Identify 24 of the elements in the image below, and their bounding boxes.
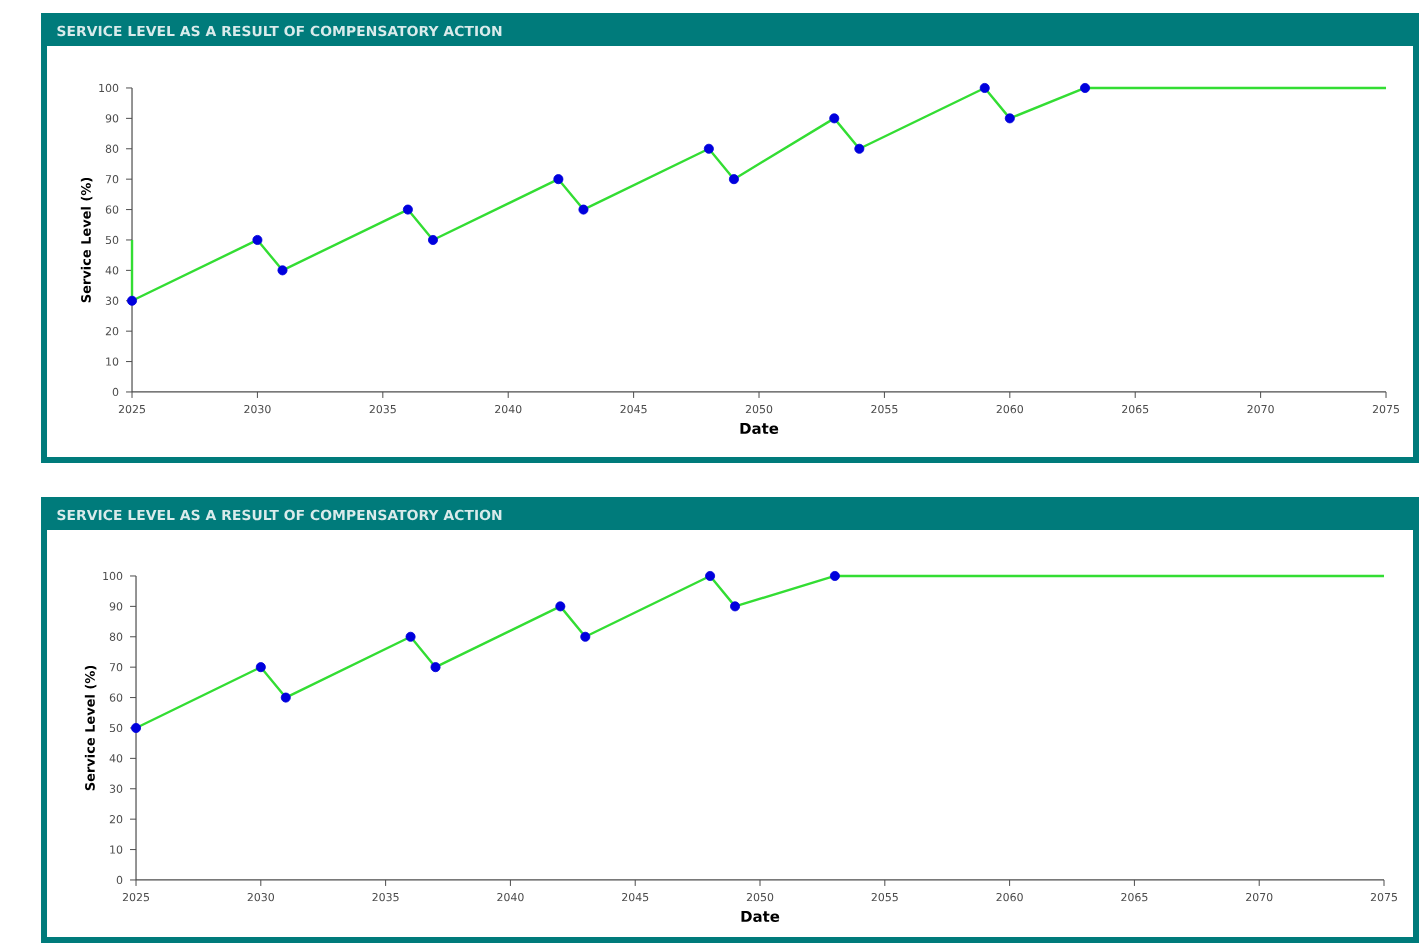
point: [428, 234, 438, 245]
point: [1004, 113, 1015, 124]
point: [854, 143, 865, 154]
point: [280, 692, 291, 703]
point: [829, 113, 840, 124]
point: [979, 82, 990, 93]
point: [127, 295, 137, 306]
point: [553, 174, 564, 185]
point: [131, 722, 141, 733]
point: [578, 204, 589, 215]
point: [255, 662, 266, 673]
point: [730, 601, 741, 612]
point: [705, 570, 716, 581]
point: [728, 174, 739, 185]
point: [829, 570, 840, 581]
point: [1080, 82, 1091, 93]
point: [430, 662, 441, 673]
point: [580, 631, 591, 642]
point: [405, 631, 416, 642]
point: [555, 601, 566, 612]
point: [277, 265, 288, 276]
point: [252, 234, 263, 245]
point: [703, 143, 714, 154]
point: [402, 204, 413, 215]
